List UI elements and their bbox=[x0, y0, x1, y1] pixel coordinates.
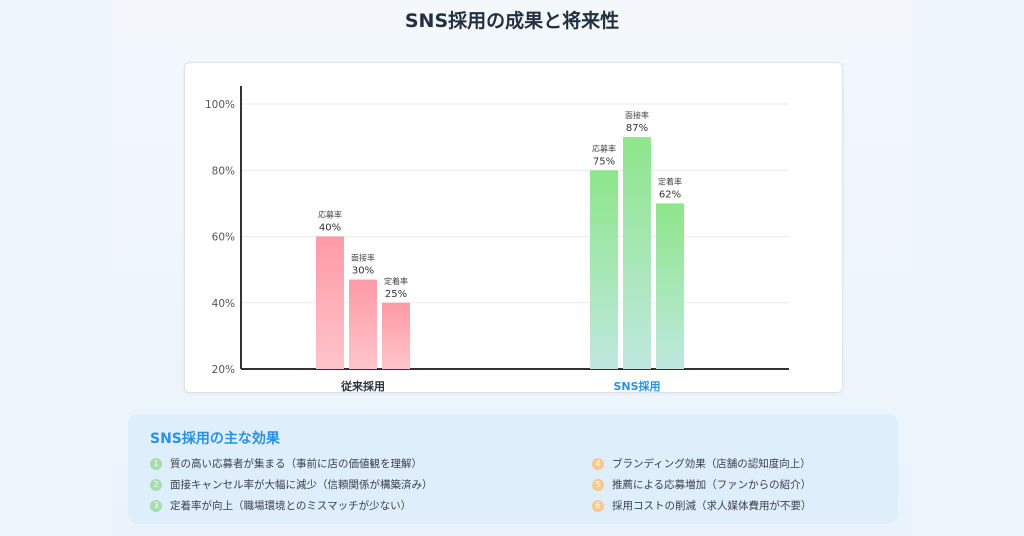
effect-number-badge: 2 bbox=[150, 478, 162, 491]
effects-panel: SNS採用の主な効果 1 質の高い応募者が集まる（事前に店の価値観を理解） 2 … bbox=[128, 414, 898, 524]
effect-number-badge: 6 bbox=[592, 499, 604, 512]
effects-title: SNS採用の主な効果 bbox=[150, 431, 280, 447]
bar bbox=[623, 137, 651, 369]
bar bbox=[316, 236, 344, 369]
bar-value-label: 75% bbox=[593, 156, 615, 167]
bar bbox=[590, 170, 618, 369]
y-tick-label: 80% bbox=[212, 165, 235, 177]
bar-value-label: 62% bbox=[659, 189, 681, 200]
effect-number-badge: 4 bbox=[592, 457, 604, 470]
bar-chart: 20% 40% 60% 80% 100% 応募率 40% 面接率 30% 定着率 25% 従来採用 応募… bbox=[205, 86, 789, 392]
page-title: SNS採用の成果と将来性 bbox=[404, 10, 620, 32]
effect-item: 3 定着率が向上（職場環境とのミスマッチが少ない） bbox=[150, 498, 411, 513]
y-tick-label: 60% bbox=[212, 232, 235, 244]
bar bbox=[656, 203, 684, 369]
y-tick-label: 20% bbox=[212, 364, 235, 376]
bar-value-label: 40% bbox=[319, 223, 341, 234]
x-category-label: 従来採用 bbox=[340, 379, 385, 392]
bar-series-label: 面接率 bbox=[625, 110, 649, 120]
bar-value-label: 30% bbox=[352, 266, 374, 277]
effect-item: 5 推薦による応募増加（ファンからの紹介） bbox=[592, 477, 811, 492]
effect-text: 採用コストの削減（求人媒体費用が不要） bbox=[612, 500, 812, 512]
effect-text: 推薦による応募増加（ファンからの紹介） bbox=[612, 479, 812, 491]
y-tick-label: 40% bbox=[212, 298, 235, 310]
effect-item: 2 面接キャンセル率が大幅に減少（信頼関係が構築済み） bbox=[150, 477, 433, 492]
bar-series-label: 応募率 bbox=[592, 143, 616, 153]
effect-item: 4 ブランディング効果（店舗の認知度向上） bbox=[592, 456, 811, 471]
effect-item: 6 採用コストの削減（求人媒体費用が不要） bbox=[592, 498, 812, 513]
bar bbox=[382, 302, 410, 369]
bar-series-label: 応募率 bbox=[318, 210, 342, 220]
x-category-label: SNS採用 bbox=[613, 379, 660, 392]
bar-value-label: 25% bbox=[385, 289, 407, 300]
bar-value-label: 87% bbox=[626, 123, 648, 134]
y-tick-label: 100% bbox=[205, 99, 235, 111]
effect-number-badge: 5 bbox=[592, 478, 604, 491]
effect-number-badge: 3 bbox=[150, 499, 162, 512]
effect-item: 1 質の高い応募者が集まる（事前に店の価値観を理解） bbox=[150, 456, 422, 471]
effect-number-badge: 1 bbox=[150, 457, 162, 470]
effect-text: 面接キャンセル率が大幅に減少（信頼関係が構築済み） bbox=[170, 479, 433, 491]
effect-text: ブランディング効果（店舗の認知度向上） bbox=[612, 458, 811, 470]
chart-card: 20% 40% 60% 80% 100% 応募率 40% 面接率 30% 定着率 25% 従来採用 応募… bbox=[184, 62, 843, 393]
effect-text: 質の高い応募者が集まる（事前に店の価値観を理解） bbox=[170, 458, 422, 470]
bar bbox=[349, 279, 377, 369]
bar-series-label: 定着率 bbox=[658, 176, 682, 186]
bar-series-label: 面接率 bbox=[351, 253, 375, 263]
effect-text: 定着率が向上（職場環境とのミスマッチが少ない） bbox=[170, 500, 412, 512]
bar-series-label: 定着率 bbox=[384, 276, 408, 286]
